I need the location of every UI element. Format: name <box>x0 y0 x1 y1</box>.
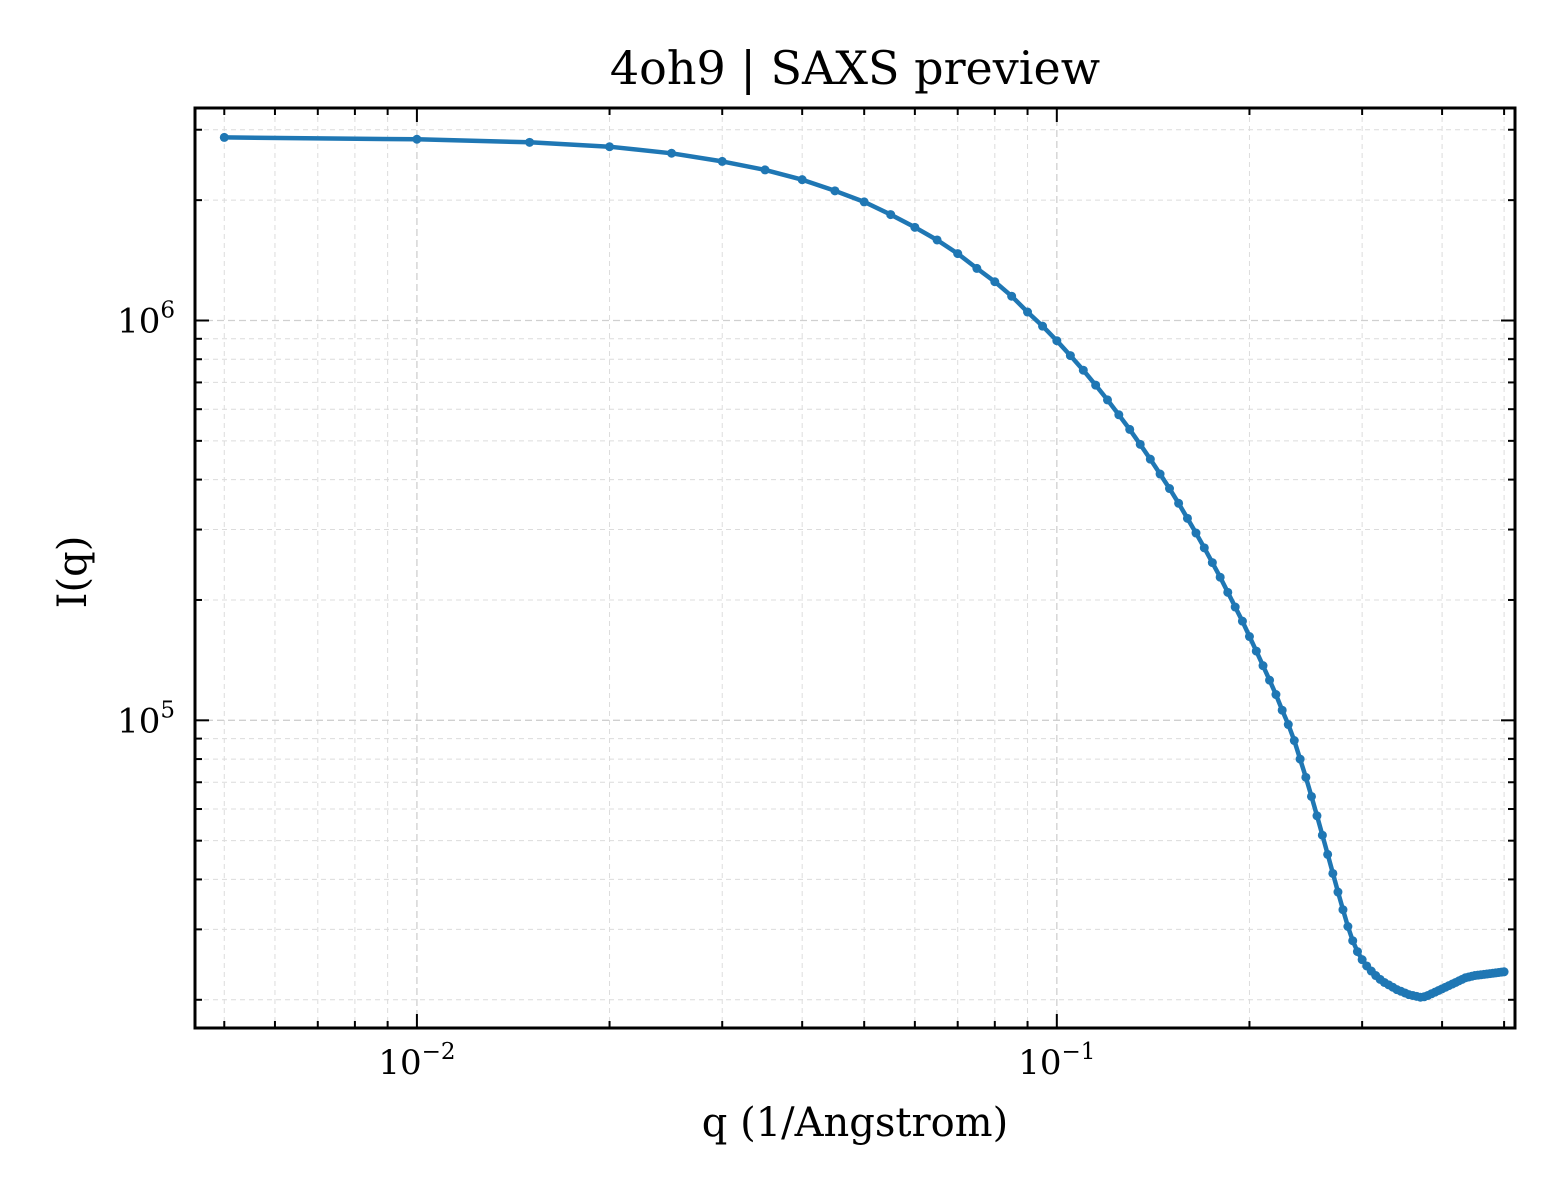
data-point <box>990 277 1000 287</box>
x-axis-label: q (1/Angstrom) <box>702 1100 1008 1146</box>
data-point <box>1338 905 1348 915</box>
data-point <box>1317 830 1327 840</box>
data-point <box>1301 772 1311 782</box>
chart-title: 4oh9 | SAXS preview <box>610 41 1100 95</box>
x-tick-label: 10−1 <box>1018 1039 1095 1083</box>
data-point <box>412 134 422 144</box>
tick-labels: 10−2 10−1 105 106 <box>117 297 1095 1083</box>
data-point <box>1165 484 1175 494</box>
x-tick-label: 10−2 <box>378 1039 455 1083</box>
data-point <box>1091 380 1101 390</box>
data-point <box>1023 307 1033 317</box>
data-point <box>525 137 535 147</box>
data-point <box>1007 291 1017 301</box>
axis-ticks <box>195 108 1515 1028</box>
data-point <box>1244 632 1254 642</box>
plot-frame <box>193 106 1517 1030</box>
data-point <box>1357 955 1367 965</box>
data-point <box>859 197 869 207</box>
data-point <box>1065 351 1075 361</box>
data-point <box>605 142 615 152</box>
data-point <box>1199 543 1209 553</box>
data-point <box>1155 469 1165 479</box>
data-point <box>972 263 982 273</box>
data-point <box>1328 868 1338 878</box>
data-point <box>1135 439 1145 449</box>
data-point <box>797 175 807 185</box>
data-point <box>1052 336 1062 346</box>
data-point <box>1306 791 1316 801</box>
data-point <box>1223 587 1233 597</box>
data-point <box>1191 528 1201 538</box>
data-point <box>1499 967 1509 977</box>
data-point <box>1145 454 1155 464</box>
data-point <box>1125 424 1135 434</box>
data-point <box>1352 947 1362 957</box>
data-point <box>910 222 920 232</box>
data-point <box>1283 720 1293 730</box>
data-point <box>1237 616 1247 626</box>
data-point <box>1078 365 1088 375</box>
y-axis-label: I(q) <box>50 536 96 609</box>
grid-lines <box>195 108 1515 1028</box>
data-point <box>1251 646 1261 656</box>
data-point <box>1333 887 1343 897</box>
data-point <box>1230 602 1240 612</box>
data-point <box>932 235 942 245</box>
data-point <box>1312 811 1322 821</box>
data-point <box>886 210 896 220</box>
y-tick-label: 106 <box>117 297 175 341</box>
data-point <box>1207 558 1217 568</box>
data-point <box>1271 690 1281 700</box>
data-point <box>830 186 840 196</box>
data-point <box>1343 922 1353 932</box>
series-layer <box>219 132 1509 1002</box>
data-point <box>1258 661 1268 671</box>
data-point <box>1348 936 1358 946</box>
data-point <box>1323 849 1333 859</box>
data-point <box>1289 736 1299 746</box>
data-point <box>1215 572 1225 582</box>
data-point <box>219 132 229 142</box>
data-point <box>953 249 963 259</box>
data-point <box>1265 675 1275 685</box>
data-point <box>1182 513 1192 523</box>
data-point <box>717 156 727 166</box>
data-point <box>1174 498 1184 508</box>
data-point <box>1277 705 1287 715</box>
y-tick-label: 105 <box>117 697 175 741</box>
data-point <box>1114 410 1124 420</box>
data-point <box>760 165 770 175</box>
data-point <box>667 148 677 158</box>
data-point <box>1038 321 1048 331</box>
data-point <box>1102 395 1112 405</box>
data-point <box>1295 754 1305 764</box>
